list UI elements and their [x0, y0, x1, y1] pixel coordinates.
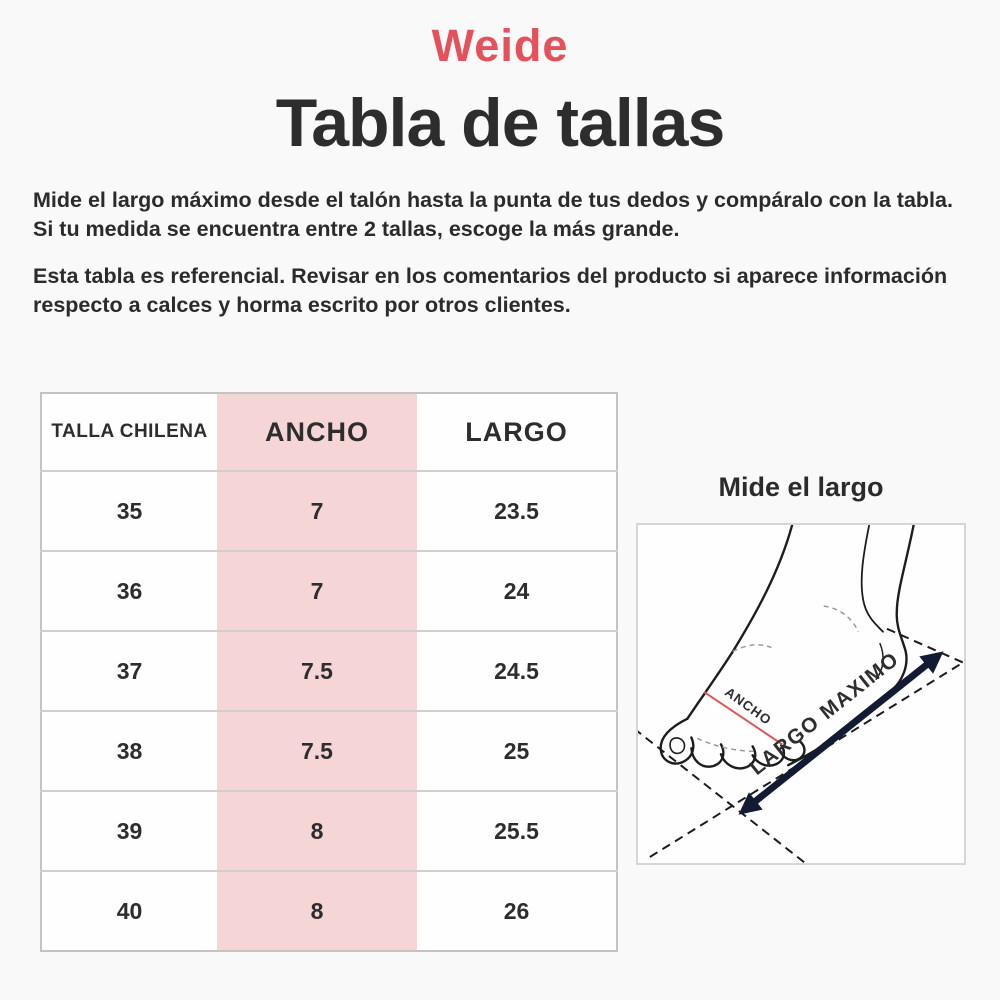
table-cell-talla: 38: [116, 737, 143, 764]
foot-dashed-hints: [696, 605, 859, 753]
table-cell-ancho: 7: [217, 471, 417, 551]
table-cell-talla: 35: [116, 497, 143, 524]
table-cell-largo: 24.5: [494, 657, 539, 684]
table-cell-ancho: 8: [217, 871, 417, 951]
table-row: 40 8 26: [41, 871, 617, 951]
table-cell-largo: 23.5: [494, 497, 539, 524]
table-cell-ancho: 8: [217, 791, 417, 871]
table-row: 38 7.5 25: [41, 711, 617, 791]
brand-logo: Weide: [431, 20, 569, 71]
table-header-row: TALLA CHILENA ANCHO LARGO: [41, 393, 617, 471]
ancho-measure-line: ANCHO: [703, 684, 783, 746]
table-cell-ancho: 7.5: [217, 631, 417, 711]
foot-illustration: ANCHO LARGO MAXIMO: [638, 525, 964, 863]
column-header-ancho: ANCHO: [217, 393, 417, 471]
table-cell-largo: 24: [503, 577, 530, 604]
size-table: TALLA CHILENA ANCHO LARGO 35 7 23.5 36 7…: [40, 392, 618, 952]
table-cell-largo: 26: [503, 897, 530, 924]
column-header-largo: LARGO: [465, 416, 568, 447]
table-cell-talla: 39: [116, 817, 143, 844]
page-title: Tabla de tallas: [275, 85, 726, 161]
column-header-talla-chilena: TALLA CHILENA: [51, 421, 208, 442]
table-cell-largo: 25.5: [494, 817, 539, 844]
diagram-title: Mide el largo: [718, 472, 884, 502]
table-cell-talla: 40: [116, 897, 143, 924]
table-cell-ancho: 7: [217, 551, 417, 631]
table-row: 37 7.5 24.5: [41, 631, 617, 711]
foot-measurement-diagram: ANCHO LARGO MAXIMO: [636, 523, 966, 865]
table-row: 35 7 23.5: [41, 471, 617, 551]
table-row: 36 7 24: [41, 551, 617, 631]
intro-paragraph-1: Mide el largo máximo desde el talón hast…: [33, 188, 953, 241]
table-cell-ancho: 7.5: [217, 711, 417, 791]
intro-paragraph-2: Esta tabla es referencial. Revisar en lo…: [33, 264, 948, 317]
largo-maximo-arrow: LARGO MAXIMO: [738, 647, 944, 815]
table-cell-talla: 36: [116, 577, 143, 604]
table-row: 39 8 25.5: [41, 791, 617, 871]
table-cell-talla: 37: [116, 657, 143, 684]
table-cell-largo: 25: [503, 737, 530, 764]
